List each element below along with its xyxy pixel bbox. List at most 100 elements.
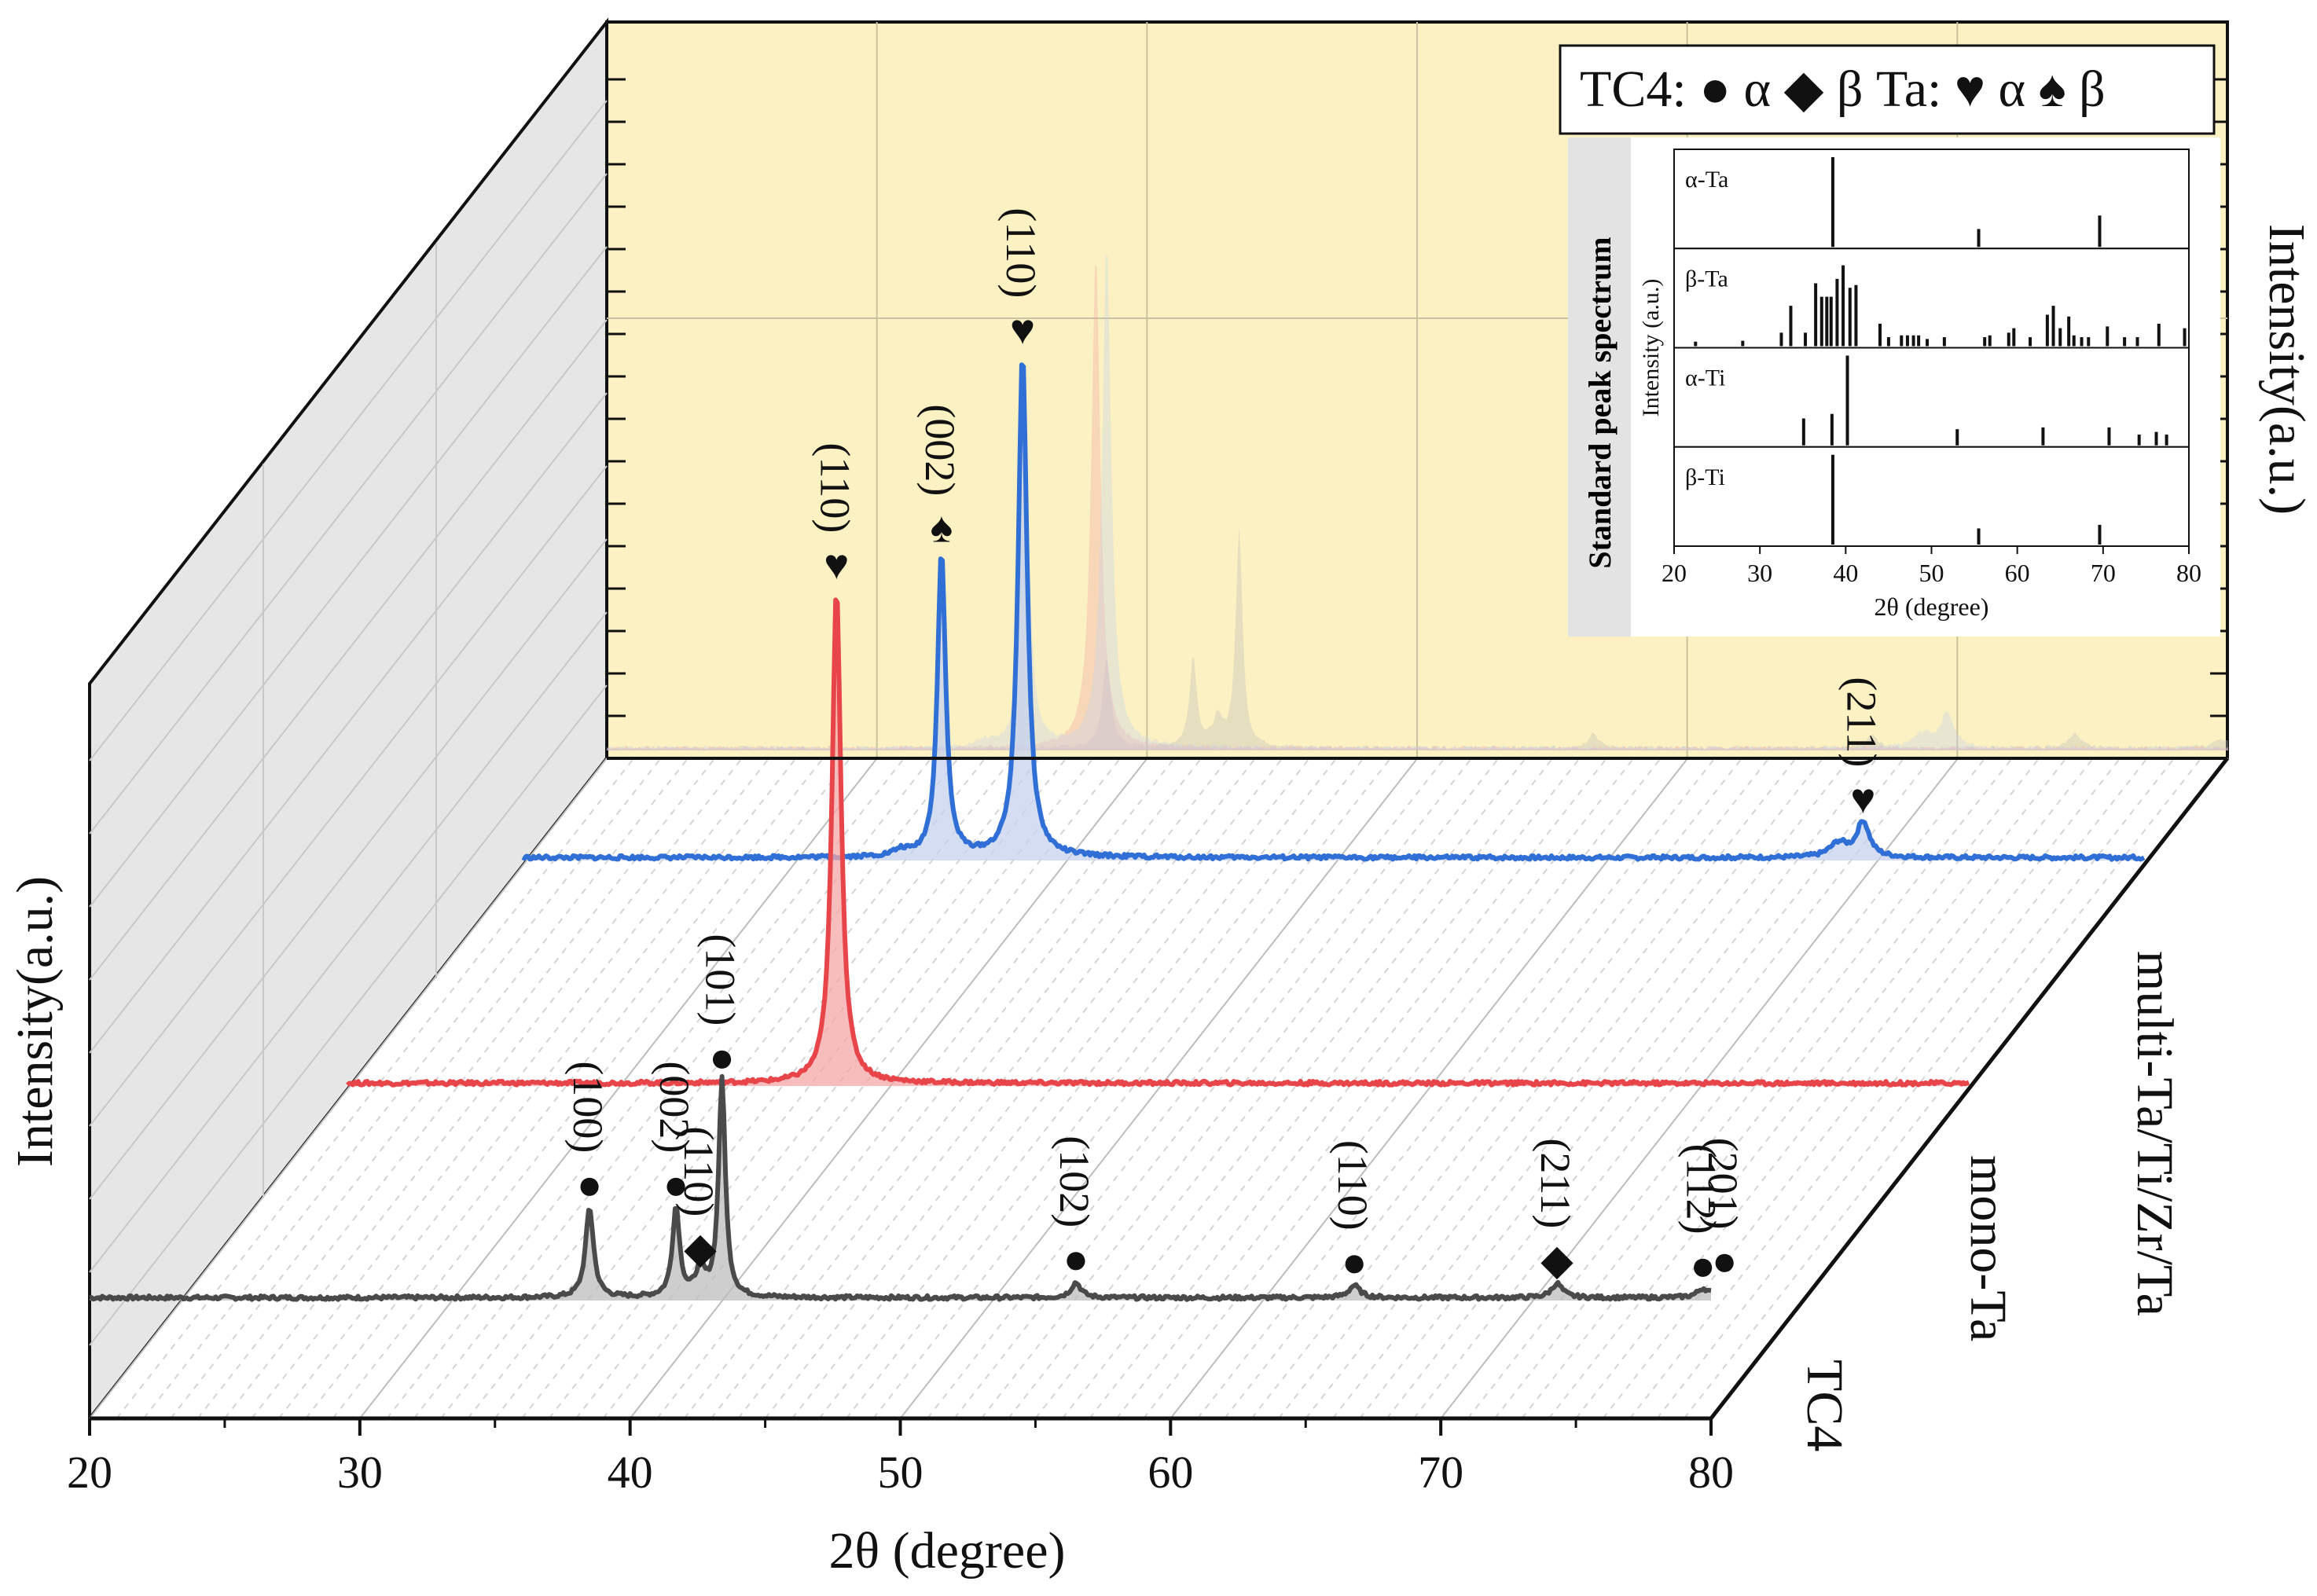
series-labels: multi-Ta/Ti/Zr/Ta mono-Ta TC4 <box>1796 951 2183 1451</box>
legend-entry: Ta: <box>1876 61 1955 118</box>
x-tick-label: 60 <box>1147 1447 1193 1498</box>
x-axis: 20 30 40 50 60 70 80 <box>67 1418 1734 1498</box>
floor-grid-line <box>872 758 1391 1419</box>
floor-grid-line <box>629 758 1148 1419</box>
peak-annotation: ♠ (002) <box>916 404 964 551</box>
peak-marker: ● <box>1690 1242 1716 1290</box>
series-label-mono-Ta: mono-Ta <box>1959 1155 2017 1341</box>
leftwall-grid-line <box>89 611 608 1273</box>
inset-x-tick-label: 40 <box>1833 559 1858 587</box>
peak-marker: ● <box>1712 1238 1738 1285</box>
floor-grid-line <box>927 758 1445 1419</box>
peak-hkl-label: (110) <box>675 1126 722 1216</box>
floor-grid-line <box>1170 758 1689 1419</box>
inset-panel-label: α-Ta <box>1685 167 1728 193</box>
floor-grid-line <box>1521 758 2040 1419</box>
peak-marker: ◆ <box>1540 1236 1573 1283</box>
series-label-TC4: TC4 <box>1796 1359 1853 1451</box>
series-label-multi-Ta/Ti/Zr/Ta: multi-Ta/Ti/Zr/Ta <box>2126 951 2183 1316</box>
floor-grid-line <box>1034 758 1554 1419</box>
floor-grid-line <box>953 758 1473 1419</box>
floor-grid-line <box>1115 758 1635 1419</box>
grid-layer <box>89 22 2229 1419</box>
peak-hkl-label: (110) <box>997 207 1045 298</box>
floor-grid-line <box>791 758 1310 1419</box>
peak-annotation: ● (101) <box>697 934 744 1081</box>
peak-annotation: ● (100) <box>564 1061 611 1208</box>
peak-marker: ● <box>1063 1235 1089 1282</box>
peak-hkl-label: (110) <box>1329 1140 1376 1231</box>
floor-grid-line <box>224 758 743 1419</box>
floor-grid-line <box>467 758 986 1419</box>
peak-hkl-label: (211) <box>1532 1138 1579 1228</box>
peak-marker: ● <box>709 1033 735 1081</box>
leftwall-grid-line <box>89 319 608 981</box>
legend: TC4: ● α ◆ β Ta: ♥ α ♠ β <box>1559 44 2216 135</box>
peak-annotation: ● (102) <box>1051 1136 1098 1282</box>
series-line-multi-Ta/Ti/Zr/Ta <box>521 362 2146 862</box>
floor-grid-line <box>1224 758 1742 1419</box>
floor-grid-line <box>196 758 716 1419</box>
floor-grid-line <box>1548 758 2067 1419</box>
leftwall-grid-line <box>89 392 608 1054</box>
floor-grid-line <box>818 758 1338 1419</box>
inset-standard-peaks: Standard peak spectrum α-Ta β-Ta α-Ti β-Ti In… <box>1568 138 2220 637</box>
leftwall-grid-line <box>89 100 608 761</box>
floor-grid-line <box>305 758 824 1419</box>
floor-grid-line <box>1305 758 1824 1419</box>
x-tick-label: 70 <box>1418 1447 1463 1498</box>
inset-panel-β-Ti <box>1673 446 2190 547</box>
floor-grid-line <box>359 758 878 1419</box>
floor-grid-line <box>332 758 851 1419</box>
floor-grid-line <box>1467 758 1986 1419</box>
legend-box <box>1559 44 2216 135</box>
peak-hkl-label: (211) <box>1838 677 1885 767</box>
floor-grid-line <box>142 758 662 1419</box>
peak-annotations: ♠(002)♥(110)♥(211)♥(110)●(100)●(002)◆(11… <box>564 207 1885 1289</box>
peak-marker: ● <box>663 1161 689 1208</box>
peak-marker: ♥ <box>1010 306 1035 353</box>
leftwall-grid-line <box>89 684 608 1346</box>
floor-grid-line <box>711 758 1229 1419</box>
peak-annotation: ◆ (110) <box>675 1126 722 1271</box>
floor-grid-line <box>1386 758 1905 1419</box>
peak-marker: ♥ <box>1850 775 1875 822</box>
floor-grid-line <box>602 758 1122 1419</box>
legend-entry: ● α <box>1699 61 1783 118</box>
floor-grid-line <box>683 758 1203 1419</box>
floor-grid-line <box>521 758 1040 1419</box>
peak-annotation: ● (110) <box>1329 1140 1376 1286</box>
floor-grid-line <box>413 758 932 1419</box>
floor-grid-line <box>1440 758 1959 1419</box>
peak-hkl-label: (112) <box>1678 1144 1725 1235</box>
x-tick-label: 40 <box>608 1447 653 1498</box>
floor-grid-line <box>1062 758 1581 1419</box>
inset-panel-label: β-Ti <box>1685 464 1725 490</box>
inset-title-band <box>1568 138 1631 637</box>
floor-grid-line <box>737 758 1256 1419</box>
peak-hkl-label: (201) <box>1699 1138 1746 1230</box>
floor-grid-line <box>1250 758 1770 1419</box>
leftwall-grid-line <box>89 246 608 908</box>
y-axis-title-left: Intensity(a.u.) <box>6 876 64 1167</box>
floor-grid-line <box>1359 758 1878 1419</box>
peak-annotation: ♥ (110) <box>997 207 1045 353</box>
inset-panel-α-Ti <box>1673 347 2190 448</box>
legend-entry: TC4: <box>1580 61 1699 118</box>
peak-annotation: ♥ (110) <box>811 442 858 588</box>
peak-hkl-label: (002) <box>916 404 964 496</box>
floor-grid-line <box>1331 758 1851 1419</box>
inset-panel-β-Ta <box>1673 248 2190 349</box>
floor-grid-line <box>89 758 608 1419</box>
x-tick-label: 20 <box>67 1447 112 1498</box>
x-axis-title: 2θ (degree) <box>829 1522 1066 1579</box>
floor-grid-line <box>980 758 1500 1419</box>
floor-grid-line <box>251 758 770 1419</box>
peak-marker: ♥ <box>824 541 849 588</box>
floor-grid-line <box>1656 758 2176 1419</box>
x-tick-label: 50 <box>878 1447 923 1498</box>
inset-title: Standard peak spectrum <box>1582 237 1617 568</box>
floor-right-edge <box>1709 757 2229 1420</box>
peak-annotation: ♥ (211) <box>1838 677 1885 822</box>
